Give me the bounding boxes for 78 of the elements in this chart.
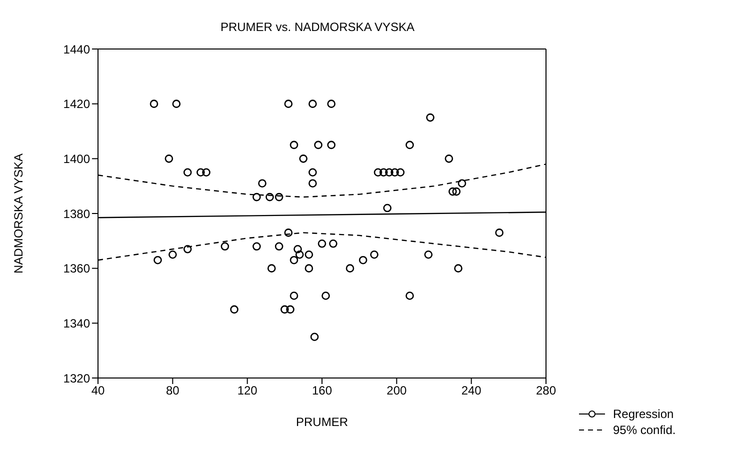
point <box>290 292 298 300</box>
point <box>220 242 230 251</box>
point <box>454 264 462 272</box>
point <box>202 168 210 177</box>
y-tick-label: 1320 <box>63 371 90 386</box>
y-tick-label: 1360 <box>63 262 90 276</box>
point <box>308 179 317 188</box>
x-tick-label: 120 <box>237 384 258 398</box>
point <box>164 154 174 163</box>
point <box>252 242 261 251</box>
y-tick-label: 1440 <box>63 42 90 56</box>
point <box>274 192 284 202</box>
legend-label: 95% confid. <box>613 422 676 438</box>
point <box>452 187 461 196</box>
point <box>318 240 326 248</box>
point <box>322 292 330 300</box>
point <box>168 250 177 259</box>
point <box>458 179 466 188</box>
y-axis-title: NADMORSKA VYSKA <box>11 153 26 274</box>
point <box>495 228 504 237</box>
point <box>286 305 294 314</box>
point <box>424 250 433 259</box>
point <box>299 154 308 163</box>
point <box>290 256 298 264</box>
point <box>374 168 382 177</box>
point <box>196 168 205 177</box>
point <box>267 264 276 272</box>
point <box>252 192 261 202</box>
y-tick-label: 1420 <box>63 97 90 112</box>
point <box>327 100 336 108</box>
y-tick-label: 1400 <box>63 152 90 166</box>
chart-title: PRUMER vs. NADMORSKA VYSKA <box>219 20 416 34</box>
point <box>406 140 414 150</box>
x-tick-label: 280 <box>536 384 556 398</box>
point <box>396 168 405 177</box>
point <box>327 140 336 150</box>
point <box>183 168 192 177</box>
point <box>154 256 162 264</box>
point <box>358 256 368 264</box>
point <box>379 168 388 177</box>
legend-label: Regression <box>613 406 674 422</box>
x-tick-label: 200 <box>386 384 407 398</box>
x-tick-label: 80 <box>166 384 180 398</box>
x-axis-title: PRUMER <box>296 415 348 429</box>
point <box>284 100 293 108</box>
point <box>304 264 314 272</box>
point <box>390 168 399 177</box>
point <box>295 250 304 259</box>
point <box>383 204 392 212</box>
point <box>258 179 266 188</box>
point <box>304 250 314 259</box>
point <box>314 140 322 150</box>
x-tick-label: 40 <box>91 384 105 398</box>
point <box>448 187 457 196</box>
point <box>346 264 354 272</box>
point <box>444 154 454 163</box>
point <box>385 168 394 177</box>
point <box>308 168 317 177</box>
point <box>294 244 302 254</box>
x-tick-label: 240 <box>461 384 482 398</box>
point <box>310 332 319 342</box>
point <box>406 292 414 300</box>
point <box>150 100 158 108</box>
y-tick-label: 1380 <box>63 206 90 221</box>
y-tick-label: 1340 <box>63 316 90 330</box>
point <box>426 113 434 122</box>
point <box>183 244 192 254</box>
point <box>172 100 181 108</box>
point <box>290 140 298 150</box>
point <box>370 250 378 259</box>
point <box>266 192 274 202</box>
point <box>230 305 238 314</box>
x-tick-label: 160 <box>312 384 332 398</box>
point <box>274 242 284 251</box>
point <box>329 240 338 248</box>
point <box>284 228 293 237</box>
point <box>280 305 289 314</box>
point <box>308 100 317 108</box>
